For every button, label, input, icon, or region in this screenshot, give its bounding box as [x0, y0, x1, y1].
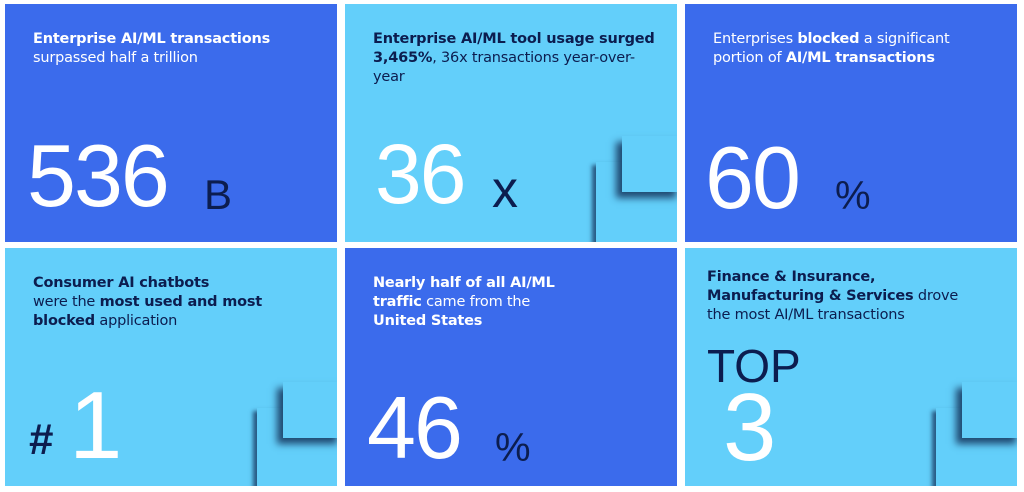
stat-suffix: B — [204, 171, 233, 218]
stat-value: 3 — [723, 374, 777, 481]
decorative-square-front — [962, 382, 1017, 438]
stat-suffix: % — [835, 174, 871, 218]
stat-prefix: # — [29, 415, 54, 464]
stat-value: 46 — [367, 378, 463, 477]
stat-value: 536 — [27, 126, 170, 225]
tile-caption: Enterprise AI/ML transactions surpassed … — [33, 31, 271, 66]
tile-caption: Finance & Insurance, Manufacturing & Ser… — [707, 269, 959, 323]
stat-suffix: x — [492, 161, 518, 219]
stat-value: 36 — [375, 127, 466, 221]
stat-prefix: TOP — [707, 340, 801, 392]
stat-tile-industries: Finance & Insurance, Manufacturing & Ser… — [685, 248, 1017, 486]
stat-value: 60 — [705, 128, 801, 227]
tile-caption: Enterprise AI/ML tool usage surged 3,465… — [373, 31, 655, 85]
stat-tile-blocked: Enterprises blocked a significant portio… — [685, 4, 1017, 242]
stat-tile-tool-usage: Enterprise AI/ML tool usage surged 3,465… — [345, 4, 677, 242]
tile-caption: Enterprises blocked a significant portio… — [713, 31, 950, 66]
tile-caption: Consumer AI chatbots were the most used … — [33, 275, 263, 329]
decorative-square-front — [283, 382, 337, 438]
decorative-square-front — [622, 136, 677, 192]
stat-tile-chatbots: Consumer AI chatbots were the most used … — [5, 248, 337, 486]
stat-value: 1 — [69, 372, 123, 479]
tile-caption: Nearly half of all AI/ML traffic came fr… — [373, 275, 555, 329]
stat-tile-us-traffic: Nearly half of all AI/ML traffic came fr… — [345, 248, 677, 486]
stat-tile-transactions: Enterprise AI/ML transactions surpassed … — [5, 4, 337, 242]
stat-suffix: % — [495, 426, 531, 470]
